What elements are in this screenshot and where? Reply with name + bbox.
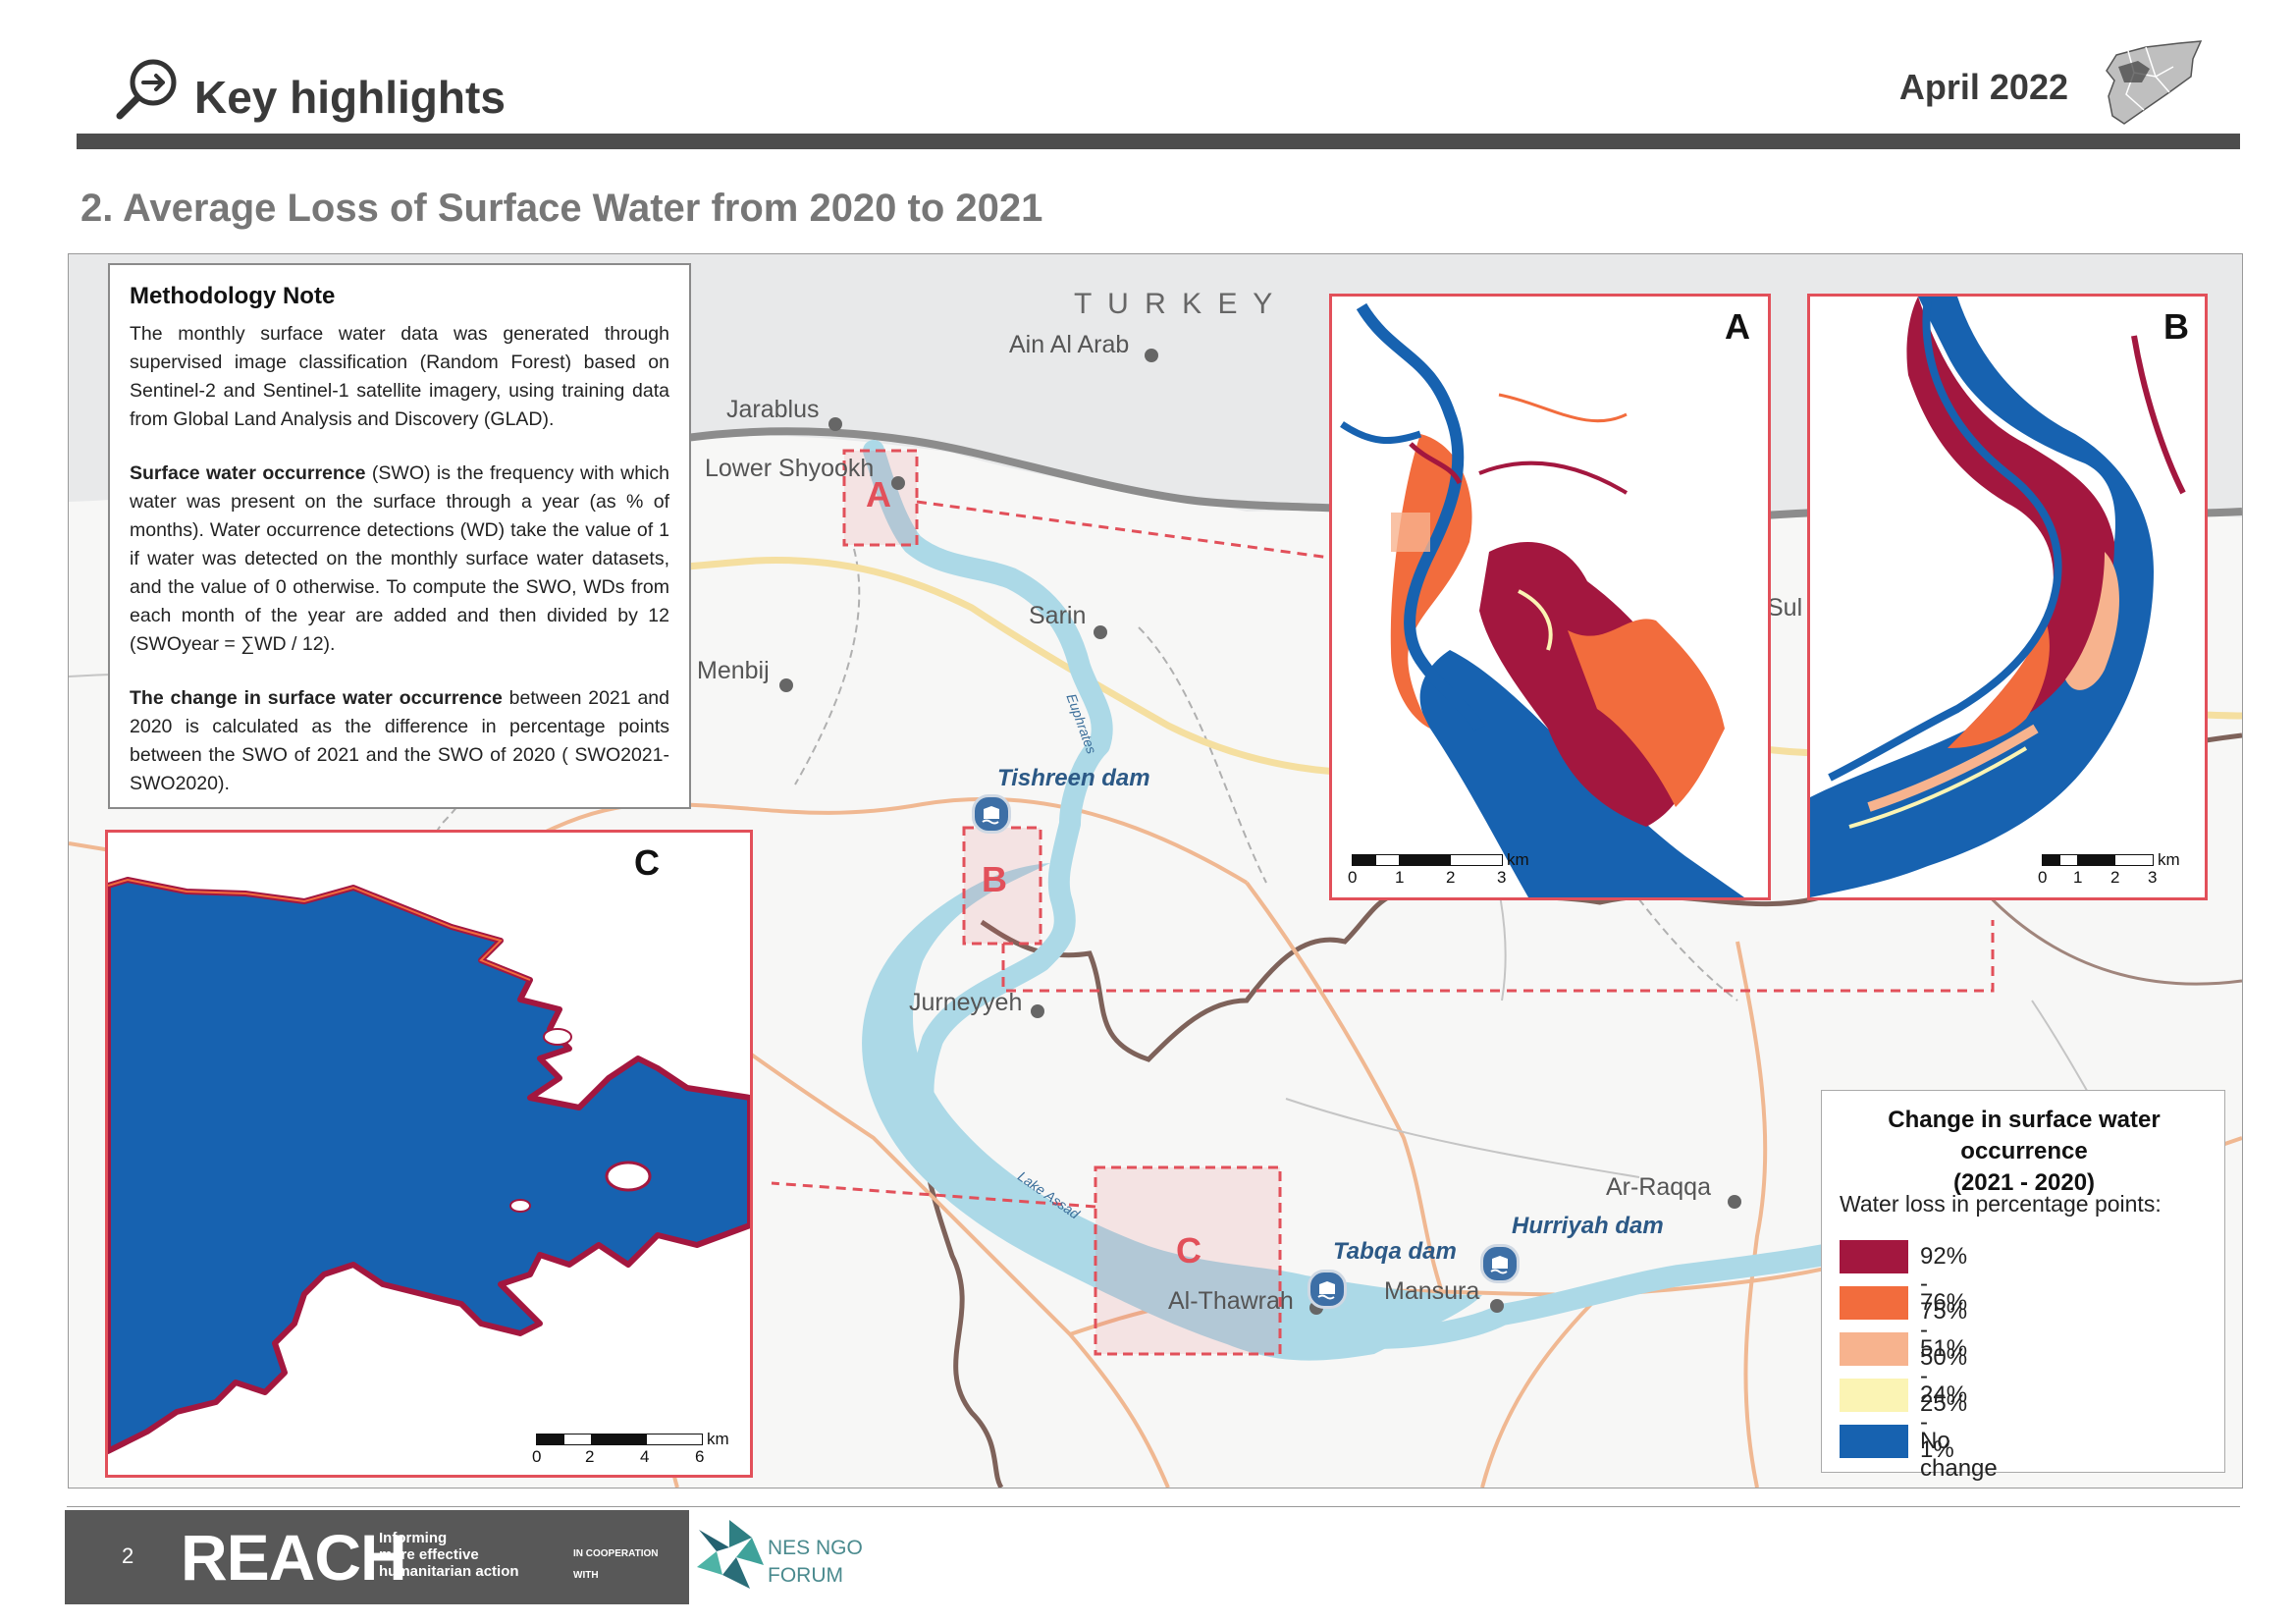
- scalebar-b: km 0 1 2 3: [2038, 850, 2180, 887]
- inset-map-c: C km 0 2 4 6: [105, 830, 753, 1478]
- methodology-heading: Methodology Note: [130, 283, 336, 309]
- page-header-title: Key highlights: [194, 72, 506, 123]
- dam-icon: [972, 794, 1011, 834]
- legend-subtitle: Water loss in percentage points:: [1840, 1191, 2162, 1217]
- extent-box-a: [842, 449, 919, 547]
- inset-map-b: B km 0 1 2 3: [1807, 294, 2208, 900]
- methodology-paragraph: Surface water occurrence (SWO) is the fr…: [130, 462, 669, 655]
- town-marker: [828, 417, 842, 431]
- legend-swatch: [1840, 1240, 1908, 1273]
- legend-swatch: [1840, 1379, 1908, 1412]
- legend-label: 51% - 25%: [1920, 1335, 1968, 1417]
- legend-label: 24% - 1%: [1920, 1381, 1968, 1463]
- inset-a-label: A: [1725, 306, 1750, 347]
- partner-name: NES NGO FORUM: [768, 1537, 863, 1587]
- inset-leader-lines: [771, 500, 1995, 1209]
- extent-box-b-label: B: [982, 859, 1007, 899]
- header-divider: [77, 134, 2240, 149]
- extent-box-c: [1094, 1165, 1282, 1356]
- legend-swatch: [1840, 1332, 1908, 1366]
- extent-box-c-label: C: [1176, 1230, 1201, 1271]
- dam-icon: [1480, 1244, 1520, 1283]
- inset-map-a: A km 0 1 2 3: [1329, 294, 1771, 900]
- town-marker: [1031, 1004, 1044, 1018]
- extent-box-a-label: A: [866, 474, 891, 514]
- place-label: Ain Al Arab: [1009, 331, 1130, 358]
- section-title: 2. Average Loss of Surface Water from 20…: [80, 187, 1043, 230]
- syria-locator-map: [2099, 37, 2209, 132]
- footer-band: [65, 1510, 689, 1604]
- lake-assad: [862, 863, 1482, 1361]
- legend-label: 76% - 50%: [1920, 1289, 1968, 1371]
- place-label: Jurneyyeh: [909, 989, 1023, 1016]
- reach-tagline: Informing more effective humanitarian ac…: [379, 1530, 519, 1580]
- place-label: Ar-Raqqa: [1606, 1173, 1711, 1201]
- reach-logo: REACH: [181, 1521, 407, 1594]
- magnifier-arrow-icon: [114, 57, 183, 122]
- nes-ngo-forum-logo-icon: [693, 1518, 766, 1591]
- report-date: April 2022: [1898, 67, 2068, 107]
- town-marker: [891, 476, 905, 490]
- dam-label: Hurriyah dam: [1512, 1213, 1664, 1239]
- town-marker: [1728, 1195, 1741, 1209]
- town-marker: [1094, 625, 1107, 639]
- place-label: Sul: [1767, 594, 1803, 622]
- page-number: 2: [122, 1543, 134, 1568]
- legend-title: Change in surface water occurrence: [1888, 1107, 2161, 1164]
- place-label: Al-Thawrah: [1168, 1287, 1294, 1315]
- place-label: Jarablus: [726, 396, 820, 423]
- place-label: Mansura: [1384, 1277, 1480, 1305]
- footer-rule: [67, 1506, 2240, 1507]
- town-marker: [1490, 1299, 1504, 1313]
- town-marker: [779, 678, 793, 692]
- methodology-note: Methodology Note The monthly surface wat…: [108, 263, 691, 809]
- legend-swatch: [1840, 1425, 1908, 1458]
- scalebar-c: km 0 2 4 6: [532, 1430, 729, 1466]
- country-label: T U R K E Y: [1074, 288, 1277, 320]
- inset-c-label: C: [634, 842, 660, 883]
- dam-icon: [1308, 1270, 1347, 1309]
- methodology-paragraph: The change in surface water occurrence b…: [130, 687, 669, 794]
- legend-label: No change: [1920, 1428, 1998, 1482]
- legend-label: 92% - 75%: [1920, 1243, 1968, 1325]
- legend-title-period: (2021 - 2020): [1952, 1169, 2096, 1196]
- map-legend: Change in surface water occurrence (2021…: [1821, 1090, 2225, 1482]
- dam-label: Tabqa dam: [1333, 1238, 1457, 1265]
- place-label: Menbij: [697, 657, 770, 684]
- dam-label: Tishreen dam: [997, 765, 1150, 791]
- legend-swatch: [1840, 1286, 1908, 1320]
- place-label: Lower Shyookh: [705, 455, 875, 482]
- scalebar-a: km 0 1 2 3: [1348, 850, 1529, 887]
- town-marker: [1145, 349, 1158, 362]
- cooperation-text: IN COOPERATION WITH: [573, 1548, 659, 1581]
- place-label: Sarin: [1029, 602, 1087, 629]
- methodology-paragraph: The monthly surface water data was gener…: [130, 323, 669, 430]
- inset-b-label: B: [2163, 306, 2189, 347]
